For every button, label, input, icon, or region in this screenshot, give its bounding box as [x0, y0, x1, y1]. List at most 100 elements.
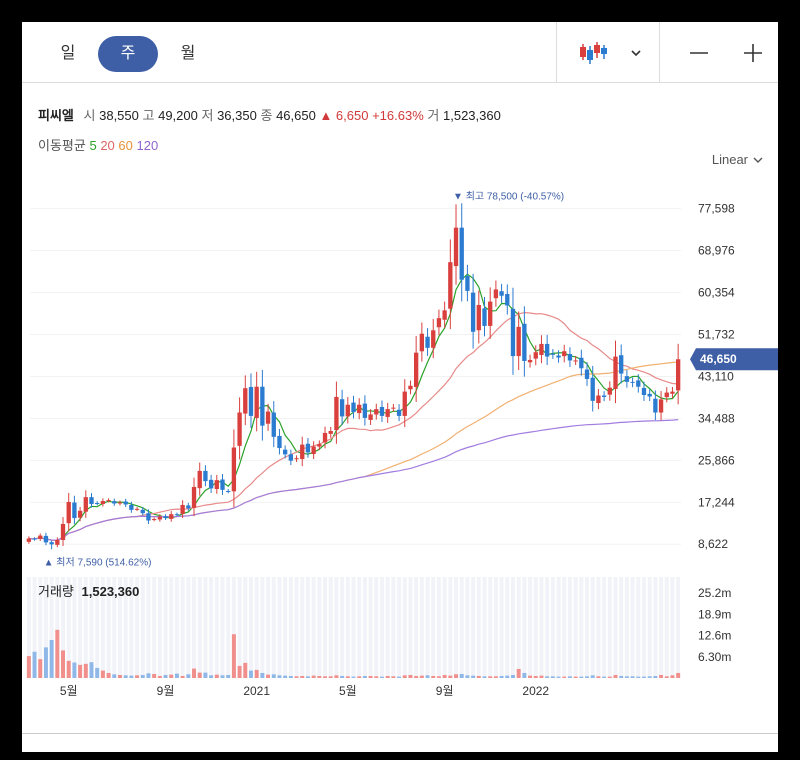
candle-body [197, 470, 202, 489]
volume-slot [135, 577, 140, 678]
candle-body [288, 454, 294, 461]
volume-bar [89, 662, 94, 678]
volume-slot [334, 577, 339, 678]
volume-bar [550, 676, 555, 678]
volume-bar [442, 674, 447, 678]
minus-icon[interactable] [686, 38, 712, 68]
volume-bar [140, 674, 145, 678]
volume-slot [294, 577, 299, 678]
volume-slot [499, 577, 504, 678]
volume-slot [277, 577, 282, 678]
y-tick-label: 17,244 [698, 495, 735, 509]
candle-body [584, 369, 590, 379]
volume-slot [368, 577, 373, 678]
volume-slot [61, 577, 66, 678]
volume-bar [391, 676, 396, 678]
volume-bar [317, 675, 322, 678]
volume-bar [419, 675, 424, 678]
scale-selector[interactable]: Linear [712, 152, 764, 167]
volume-slot [328, 577, 333, 678]
volume-bar [61, 650, 66, 678]
volume-bar [567, 676, 572, 678]
volume-bar [465, 675, 470, 678]
tab-daily[interactable]: 일 [60, 45, 76, 62]
tab-weekly[interactable]: 주 [98, 36, 158, 72]
volume-slot [248, 577, 253, 678]
volume-bar [169, 674, 174, 678]
x-tick-label: 5월 [60, 684, 78, 698]
volume-bar [203, 672, 208, 678]
volume-slot [505, 577, 510, 678]
volume-bar [505, 675, 510, 678]
candle-body [368, 414, 373, 420]
x-tick-label: 9월 [157, 684, 175, 698]
close-value: 46,650 [276, 108, 316, 123]
candle-body [231, 447, 237, 492]
volume-bar [659, 674, 664, 678]
volume-slot [533, 577, 538, 678]
volume-slot [482, 577, 487, 678]
candle-body [579, 357, 584, 369]
candle-body [334, 396, 339, 431]
volume-slot [351, 577, 356, 678]
candle-body [305, 443, 311, 453]
volume-slot [129, 577, 134, 678]
volume-slot [345, 577, 350, 678]
volume-slot [203, 577, 208, 678]
candle-body [499, 291, 504, 296]
volume-bar [112, 674, 117, 678]
x-tick-label: 2021 [243, 684, 270, 698]
candle-body [134, 508, 140, 510]
volume-bar [579, 676, 584, 678]
plus-icon[interactable] [740, 38, 766, 68]
chevron-down-icon[interactable] [626, 38, 646, 68]
volume-bar [482, 676, 487, 678]
volume-slot [243, 577, 248, 678]
y-tick-label: 43,110 [698, 369, 734, 383]
volume-slot [579, 577, 584, 678]
volume-bar [78, 664, 83, 678]
stock-summary: 피씨엘 시 38,550 고 49,200 저 36,350 종 46,650 … [38, 105, 501, 124]
volume-slot [197, 577, 202, 678]
candle-body [630, 381, 635, 383]
volume-bar [32, 651, 37, 678]
volume-slot [596, 577, 601, 678]
volume-bar [123, 675, 128, 678]
candle-body [117, 502, 123, 504]
volume-slot [340, 577, 345, 678]
open-value: 38,550 [99, 108, 139, 123]
volume-slot [260, 577, 265, 678]
volume-slot [231, 577, 236, 678]
y-tick-label: 77,598 [698, 202, 735, 216]
volume-slot [226, 577, 231, 678]
volume-slot [516, 577, 521, 678]
candle-body [106, 500, 111, 502]
candle-body [550, 353, 556, 355]
ma-5: 5 [89, 138, 97, 153]
volume-bar [323, 676, 328, 678]
volume-slot [397, 577, 402, 678]
price-chart[interactable]: 77,598 68,976 60,354 51,732 43,110 34,488 25,8… [22, 22, 778, 712]
tab-monthly[interactable]: 월 [180, 45, 196, 62]
candle-body [66, 502, 71, 524]
volume-slot [89, 577, 94, 678]
candle-body [482, 308, 487, 326]
candle-body [436, 318, 442, 328]
volume-slot [169, 577, 174, 678]
candlestick-icon[interactable] [576, 38, 610, 68]
volume-bar [214, 674, 219, 678]
candle-body [362, 403, 368, 418]
volume-bar [425, 675, 430, 678]
x-tick-label: 5월 [339, 684, 357, 698]
candle-body [300, 444, 305, 460]
candle-body [151, 519, 157, 521]
candle-body [214, 480, 219, 489]
volume-bar [288, 675, 293, 678]
high-marker: ▼ 최고 78,500 (-40.57%) [453, 190, 564, 202]
volume-slot [271, 577, 276, 678]
volume-slot [214, 577, 219, 678]
ma-120: 120 [136, 138, 159, 153]
volume-slot [391, 577, 396, 678]
candle-body [345, 404, 350, 417]
volume-bar [522, 672, 527, 678]
